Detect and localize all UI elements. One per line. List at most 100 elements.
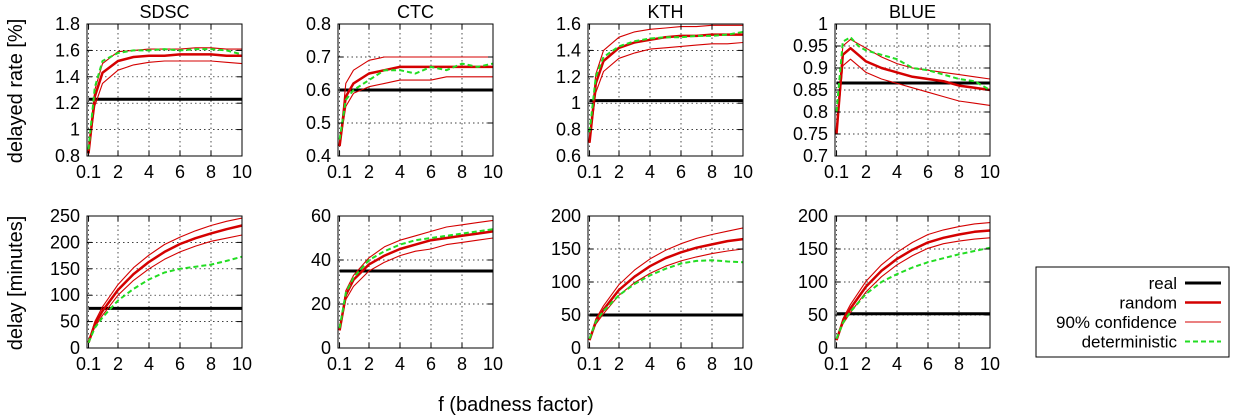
y-tick-label: 150 xyxy=(551,239,581,259)
y-tick-label: 0.7 xyxy=(803,146,828,166)
y-tick-label: 0.6 xyxy=(556,146,581,166)
x-tick-label: 6 xyxy=(923,354,933,374)
series-line-90-confidence xyxy=(835,58,991,135)
x-tick-label: 6 xyxy=(426,354,436,374)
x-tick-label: 10 xyxy=(483,162,503,182)
y-tick-label: 200 xyxy=(551,206,581,226)
series-line-deterministic xyxy=(835,36,991,113)
y-tick-label: 50 xyxy=(808,305,828,325)
series-line-deterministic xyxy=(338,228,494,329)
x-tick-label: 6 xyxy=(923,162,933,182)
y-tick-label: 100 xyxy=(50,285,80,305)
series-line-deterministic xyxy=(835,246,991,340)
panel-2: 0.1 2 4 6 8 10 0.6 0.8 1 1.2 1.4 1.6 KTH xyxy=(556,2,753,182)
series-line-deterministic xyxy=(588,259,744,340)
y-tick-label: 1.2 xyxy=(556,67,581,87)
series-line-random xyxy=(835,229,991,341)
x-tick-label: 4 xyxy=(144,354,154,374)
y-tick-label: 0.85 xyxy=(793,80,828,100)
x-tick-label: 6 xyxy=(175,162,185,182)
series-line-90-confidence xyxy=(835,38,991,135)
plot-frame xyxy=(86,215,243,349)
x-tick-label: 2 xyxy=(113,354,123,374)
x-tick-label: 10 xyxy=(980,162,1000,182)
series-line-deterministic xyxy=(87,48,243,150)
series-line-90-confidence xyxy=(339,76,493,147)
x-tick-label: 6 xyxy=(175,354,185,374)
panel-title: SDSC xyxy=(139,2,189,22)
legend-label: real xyxy=(1149,274,1177,293)
x-tick-label: 0.1 xyxy=(577,162,602,182)
y-tick-label: 0 xyxy=(70,338,80,358)
x-tick-label: 2 xyxy=(113,162,123,182)
legend-label: 90% confidence xyxy=(1056,313,1177,332)
x-tick-label: 4 xyxy=(645,162,655,182)
series-line-90-confidence xyxy=(588,248,744,341)
y-tick-label: 0.5 xyxy=(306,113,331,133)
y-tick-label: 1.8 xyxy=(55,14,80,34)
x-tick-label: 4 xyxy=(395,162,405,182)
legend-label: deterministic xyxy=(1082,333,1178,352)
y-tick-label: 1.2 xyxy=(55,93,80,113)
x-tick-label: 8 xyxy=(707,354,717,374)
y-tick-label: 0.8 xyxy=(803,102,828,122)
panel-5: 0.1 2 4 6 8 10 0 20 40 60 xyxy=(311,206,503,374)
y-tick-label: 250 xyxy=(50,206,80,226)
y-tick-label: 0 xyxy=(321,338,331,358)
x-tick-label: 2 xyxy=(364,354,374,374)
y-tick-label: 0.95 xyxy=(793,36,828,56)
y-tick-label: 1.6 xyxy=(55,40,80,60)
plot-frame xyxy=(587,23,744,157)
series-line-deterministic xyxy=(87,255,243,344)
x-tick-label: 4 xyxy=(395,354,405,374)
y-tick-label: 50 xyxy=(561,305,581,325)
x-tick-label: 10 xyxy=(232,162,252,182)
y-tick-label: 0.8 xyxy=(306,14,331,34)
panel-1: 0.1 2 4 6 8 10 0.4 0.5 0.6 0.7 0.8 CTC xyxy=(306,2,503,182)
x-tick-label: 10 xyxy=(733,162,753,182)
y-tick-label: 150 xyxy=(798,239,828,259)
y-tick-label: 0.7 xyxy=(306,47,331,67)
y-tick-label: 50 xyxy=(60,312,80,332)
series-line-random xyxy=(87,53,242,154)
x-tick-label: 4 xyxy=(144,162,154,182)
x-tick-label: 0.1 xyxy=(76,162,101,182)
series-line-deterministic xyxy=(588,30,744,133)
shared-x-axis-label: f (badness factor) xyxy=(438,394,594,416)
y-tick-label: 0 xyxy=(818,338,828,358)
x-tick-label: 10 xyxy=(483,354,503,374)
series-line-deterministic xyxy=(338,62,494,140)
series-line-random xyxy=(338,230,494,331)
x-tick-label: 0.1 xyxy=(327,162,352,182)
x-tick-label: 0.1 xyxy=(327,354,352,374)
x-tick-label: 2 xyxy=(614,162,624,182)
series-line-90-confidence xyxy=(588,24,743,143)
x-tick-label: 8 xyxy=(457,354,467,374)
y-tick-label: 0 xyxy=(571,338,581,358)
series-line-90-confidence xyxy=(588,227,744,341)
x-tick-label: 8 xyxy=(954,354,964,374)
y-tick-label: 100 xyxy=(798,272,828,292)
y-tick-label: 0.4 xyxy=(306,146,331,166)
plot-frame xyxy=(337,215,494,349)
y-tick-label: 0.8 xyxy=(55,146,80,166)
panel-title: BLUE xyxy=(889,2,936,22)
x-tick-label: 0.1 xyxy=(824,354,849,374)
x-tick-label: 8 xyxy=(206,354,216,374)
row-0-y-axis-label: delayed rate [%] xyxy=(5,19,27,164)
series-line-90-confidence xyxy=(339,237,494,331)
series-line-90-confidence xyxy=(87,217,243,343)
x-tick-label: 2 xyxy=(861,162,871,182)
x-tick-label: 8 xyxy=(954,162,964,182)
y-tick-label: 100 xyxy=(551,272,581,292)
plot-frame xyxy=(86,23,243,157)
x-tick-label: 6 xyxy=(426,162,436,182)
series-line-random xyxy=(835,46,991,135)
panel-0: 0.1 2 4 6 8 10 0.8 1 1.2 1.4 1.6 1.8 SDSC xyxy=(55,2,252,182)
series-line-random xyxy=(588,33,743,143)
x-tick-label: 6 xyxy=(676,162,686,182)
series-line-90-confidence xyxy=(339,219,494,331)
